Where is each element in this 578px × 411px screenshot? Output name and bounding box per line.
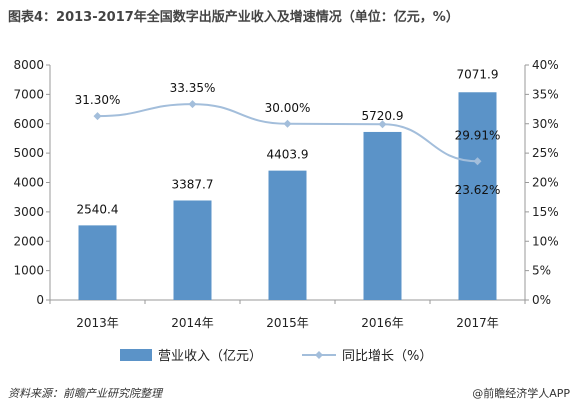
line-point [188,100,197,109]
y-tick-left-label: 7000 [13,87,44,101]
x-tick-label: 2014年 [171,316,214,330]
legend-label-line: 同比增长（%） [342,349,432,364]
chart-axes: 0 1000 2000 3000 4000 5000 6000 7000 8000 0% 5% 10%… [13,58,558,330]
bar-value-label: 4403.9 [267,148,309,162]
x-tick-label: 2015年 [266,316,309,330]
bar [268,170,307,300]
y-tick-left-label: 2000 [13,234,44,248]
bar-value-label: 5720.9 [362,109,404,123]
y-tick-left-label: 3000 [13,205,44,219]
x-tick-label: 2016年 [361,316,404,330]
y-tick-right-label: 30% [532,117,559,131]
bar [363,131,402,300]
brand-watermark: @前瞻经济学人APP [472,387,570,400]
legend-swatch-bar [120,349,152,361]
y-tick-right-label: 15% [532,205,559,219]
y-tick-left-label: 0 [36,293,44,307]
line-point [378,120,387,129]
growth-value-label: 31.30% [75,93,121,107]
y-tick-left-label: 1000 [13,264,44,278]
y-tick-right-label: 0% [532,293,551,307]
chart-title: 图表4：2013-2017年全国数字出版产业收入及增速情况（单位：亿元，%） [8,10,459,25]
line-point [93,112,102,121]
y-tick-left-label: 8000 [13,58,44,72]
data-labels: 2540.4 3387.7 4403.9 5720.9 7071.9 31.30% 33.3… [75,67,501,216]
chart-legend: 营业收入（亿元） 同比增长（%） [120,349,432,364]
bar-value-label: 2540.4 [77,202,119,216]
growth-value-label: 29.91% [455,128,501,142]
growth-value-label: 23.62% [455,183,501,197]
line-series [93,100,482,166]
y-tick-left-label: 4000 [13,176,44,190]
x-tick-label: 2013年 [76,316,119,330]
y-tick-right-label: 10% [532,234,559,248]
y-tick-left-label: 5000 [13,146,44,160]
bar-value-label: 7071.9 [457,67,499,81]
source-note: 资料来源：前瞻产业研究院整理 [8,387,162,400]
growth-value-label: 30.00% [265,101,311,115]
bar-series [78,92,497,300]
line-point [283,119,292,128]
line-point [473,157,482,166]
y-tick-left-label: 6000 [13,117,44,131]
y-tick-right-label: 20% [532,176,559,190]
legend-swatch-marker [315,351,323,359]
y-tick-right-label: 40% [532,58,559,72]
legend-label-bar: 营业收入（亿元） [158,349,262,364]
x-tick-label: 2017年 [456,316,499,330]
y-tick-right-label: 25% [532,146,559,160]
y-tick-right-label: 35% [532,87,559,101]
bar [78,225,117,300]
bar-value-label: 3387.7 [172,177,214,191]
growth-value-label: 33.35% [170,81,216,95]
bar [173,200,212,300]
y-tick-right-label: 5% [532,264,551,278]
bar [458,92,497,300]
